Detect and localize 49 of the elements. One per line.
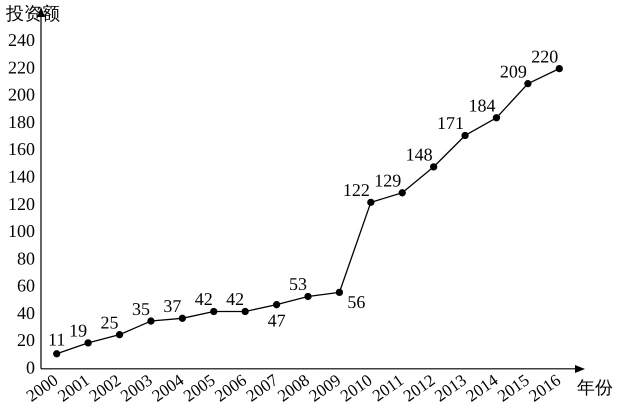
data-label: 11	[48, 330, 66, 350]
data-label: 184	[468, 95, 496, 116]
data-label: 42	[226, 289, 244, 310]
y-tick-label: 240	[8, 30, 35, 50]
point	[461, 132, 469, 140]
y-tick-label: 120	[8, 194, 35, 214]
data-label: 19	[69, 320, 88, 341]
y-tick-label: 200	[8, 84, 35, 105]
data-label: 35	[132, 298, 150, 319]
y-tick-label: 60	[17, 276, 35, 296]
data-label: 220	[531, 46, 558, 66]
data-label: 37	[163, 296, 182, 316]
point	[556, 64, 563, 72]
y-tick-label: 180	[8, 112, 35, 132]
point	[336, 288, 344, 296]
y-tick-label: 140	[8, 166, 35, 187]
point	[398, 189, 406, 196]
data-label: 53	[289, 274, 307, 294]
point	[430, 163, 438, 171]
x-axis-title: 年份	[577, 378, 613, 398]
point	[147, 317, 155, 325]
point	[242, 308, 249, 316]
point	[84, 339, 92, 347]
data-label: 25	[100, 312, 119, 332]
point	[116, 331, 124, 338]
point	[304, 292, 312, 300]
y-tick-label: 40	[17, 302, 35, 323]
data-label: 42	[194, 289, 213, 310]
data-label: 122	[342, 180, 370, 200]
point	[272, 301, 280, 308]
point	[210, 308, 218, 316]
y-tick-label: 160	[8, 139, 35, 160]
point	[524, 80, 532, 88]
y-tick-label: 220	[8, 57, 35, 78]
point	[492, 114, 500, 122]
data-label: 47	[268, 310, 286, 330]
y-tick-label: 0	[26, 358, 35, 378]
data-label: 209	[500, 61, 527, 82]
point	[367, 198, 374, 206]
point	[178, 314, 186, 322]
data-label: 56	[347, 292, 366, 312]
data-label: 148	[406, 144, 433, 165]
y-tick-label: 20	[17, 330, 35, 350]
point	[53, 350, 60, 358]
y-axis-title: 投资额	[5, 4, 60, 24]
y-tick-label: 80	[17, 248, 35, 268]
data-label: 129	[374, 170, 402, 191]
data-label: 171	[437, 113, 464, 134]
y-tick-label: 100	[8, 221, 35, 242]
